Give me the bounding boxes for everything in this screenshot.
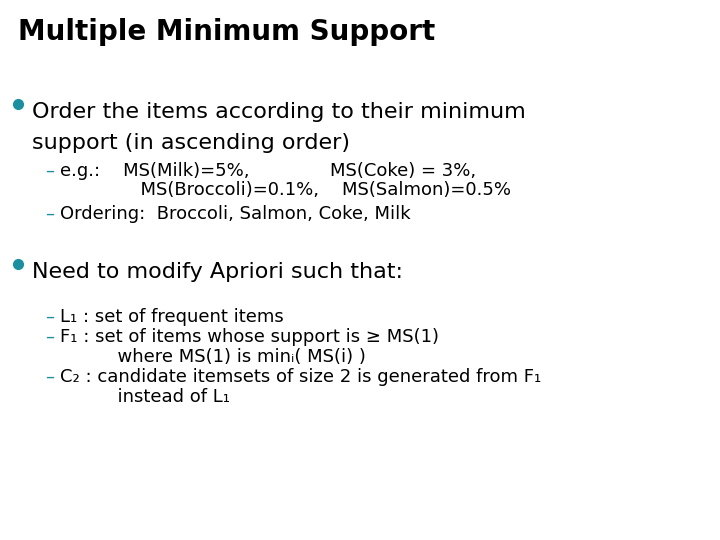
Text: F₁ : set of items whose support is ≥ MS(1): F₁ : set of items whose support is ≥ MS(… — [60, 328, 439, 346]
Text: support (in ascending order): support (in ascending order) — [32, 133, 350, 153]
Text: –: – — [45, 368, 54, 386]
Text: MS(Broccoli)=0.1%,    MS(Salmon)=0.5%: MS(Broccoli)=0.1%, MS(Salmon)=0.5% — [60, 181, 511, 199]
Text: –: – — [45, 162, 54, 180]
Text: –: – — [45, 308, 54, 326]
Text: Ordering:  Broccoli, Salmon, Coke, Milk: Ordering: Broccoli, Salmon, Coke, Milk — [60, 205, 410, 223]
Text: Need to modify Apriori such that:: Need to modify Apriori such that: — [32, 262, 403, 282]
Text: where MS(1) is minᵢ( MS(i) ): where MS(1) is minᵢ( MS(i) ) — [60, 348, 366, 366]
Text: –: – — [45, 328, 54, 346]
Text: instead of L₁: instead of L₁ — [60, 388, 230, 406]
Text: Multiple Minimum Support: Multiple Minimum Support — [18, 18, 436, 46]
Text: e.g.:    MS(Milk)=5%,              MS(Coke) = 3%,: e.g.: MS(Milk)=5%, MS(Coke) = 3%, — [60, 162, 476, 180]
Text: Order the items according to their minimum: Order the items according to their minim… — [32, 102, 526, 122]
Text: L₁ : set of frequent items: L₁ : set of frequent items — [60, 308, 284, 326]
Text: C₂ : candidate itemsets of size 2 is generated from F₁: C₂ : candidate itemsets of size 2 is gen… — [60, 368, 541, 386]
Text: –: – — [45, 205, 54, 223]
